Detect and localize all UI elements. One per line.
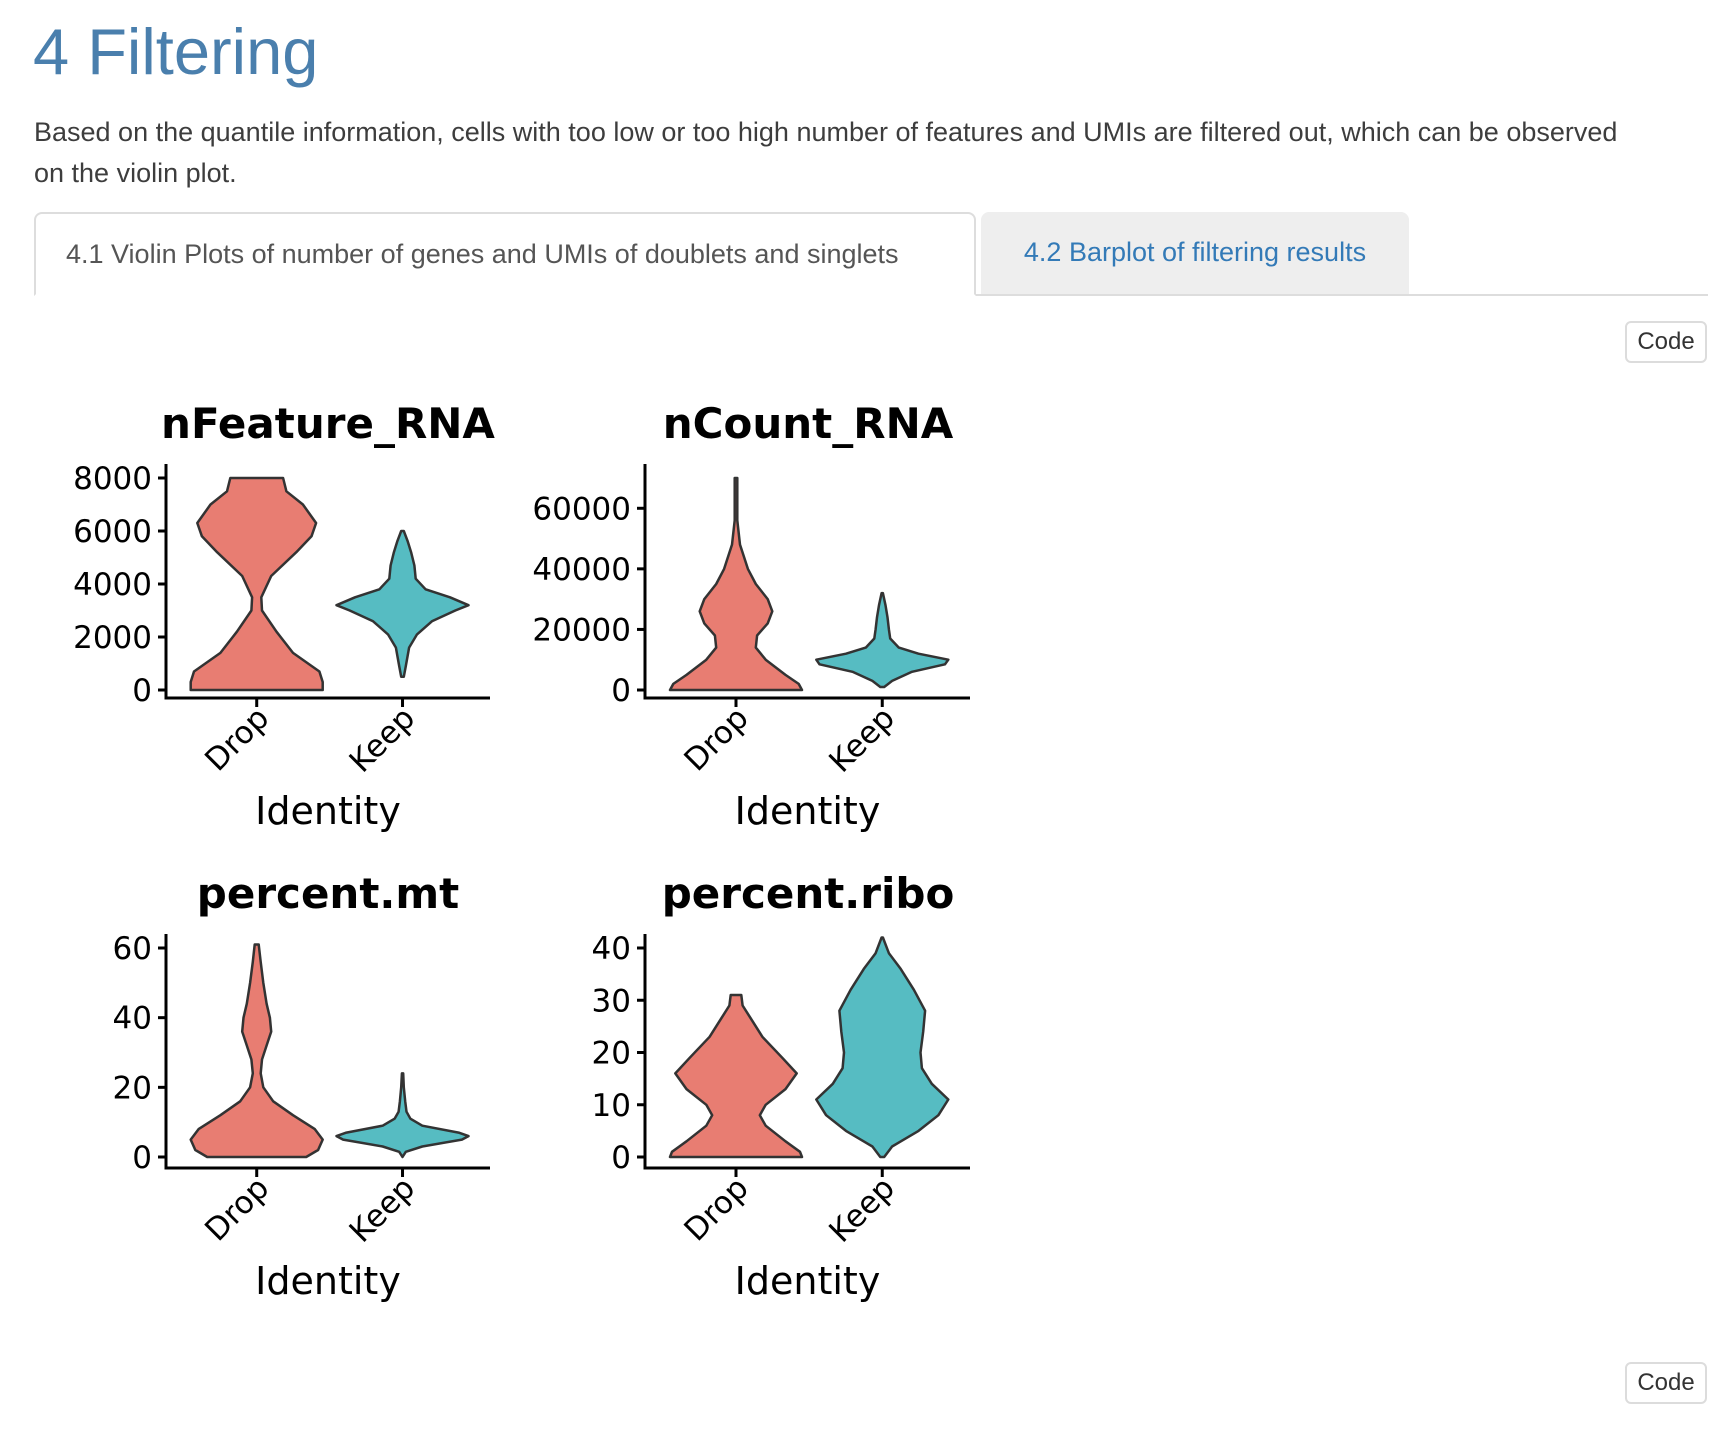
x-tick-label: Drop (677, 700, 755, 778)
violin-drop (189, 943, 324, 1159)
section-heading: 4 Filtering (33, 15, 319, 88)
y-tick-label: 0 (611, 1140, 631, 1176)
y-tick-label: 40 (592, 931, 631, 967)
y-tick-label: 8000 (73, 461, 152, 497)
violin-keep (335, 1072, 470, 1159)
x-axis-label: Identity (255, 1259, 401, 1303)
panel-title: nCount_RNA (663, 399, 954, 448)
y-tick-label: 0 (132, 1140, 152, 1176)
code-toggle-button[interactable]: Code (1625, 1362, 1707, 1404)
x-axis-label: Identity (255, 789, 401, 833)
y-tick-label: 20 (113, 1070, 152, 1106)
panel-title: percent.ribo (662, 869, 955, 918)
violin-drop (189, 476, 324, 692)
y-tick-label: 0 (132, 673, 152, 709)
y-tick-label: 30 (592, 983, 631, 1019)
violin-panel-nfeature-rna: nFeature_RNA 0 2000 4000 6000 8000 Drop Keep Ide… (73, 399, 495, 833)
x-axis-label: Identity (735, 1259, 881, 1303)
violin-drop (668, 993, 804, 1159)
y-tick-label: 60000 (532, 491, 631, 527)
x-tick-label: Drop (198, 1170, 276, 1248)
violin-keep (815, 936, 950, 1159)
tab-violin-plots[interactable]: 4.1 Violin Plots of number of genes and … (34, 212, 976, 296)
violin-keep (335, 529, 470, 679)
tab-barplot[interactable]: 4.2 Barplot of filtering results (981, 212, 1409, 294)
y-tick-label: 10 (592, 1088, 631, 1124)
violin-panel-percent-ribo: percent.ribo 0 10 20 30 40 Drop Keep Identity (592, 869, 970, 1303)
y-tick-label: 20 (592, 1036, 631, 1072)
violin-drop (668, 476, 804, 692)
x-tick-label: Keep (343, 700, 423, 780)
x-tick-label: Drop (677, 1170, 755, 1248)
violin-panel-percent-mt: percent.mt 0 20 40 60 Drop Keep Identity (113, 869, 490, 1303)
panel-title: nFeature_RNA (161, 399, 495, 448)
violin-keep (815, 591, 950, 689)
code-toggle-button[interactable]: Code (1625, 321, 1707, 363)
violin-panel-ncount-rna: nCount_RNA 0 20000 40000 60000 Drop Keep Identi… (532, 399, 970, 833)
panel-title: percent.mt (197, 869, 459, 918)
y-tick-label: 60 (113, 931, 152, 967)
y-tick-label: 0 (611, 673, 631, 709)
intro-paragraph: Based on the quantile information, cells… (34, 117, 1618, 188)
y-tick-label: 2000 (73, 620, 152, 656)
y-tick-label: 20000 (532, 612, 631, 648)
x-tick-label: Keep (822, 1170, 902, 1250)
y-tick-label: 40 (113, 1001, 152, 1037)
x-axis-label: Identity (735, 789, 881, 833)
x-tick-label: Drop (198, 700, 276, 778)
x-tick-label: Keep (822, 700, 902, 780)
y-tick-label: 40000 (532, 552, 631, 588)
y-tick-label: 6000 (73, 514, 152, 550)
y-tick-label: 4000 (73, 567, 152, 603)
x-tick-label: Keep (343, 1170, 423, 1250)
